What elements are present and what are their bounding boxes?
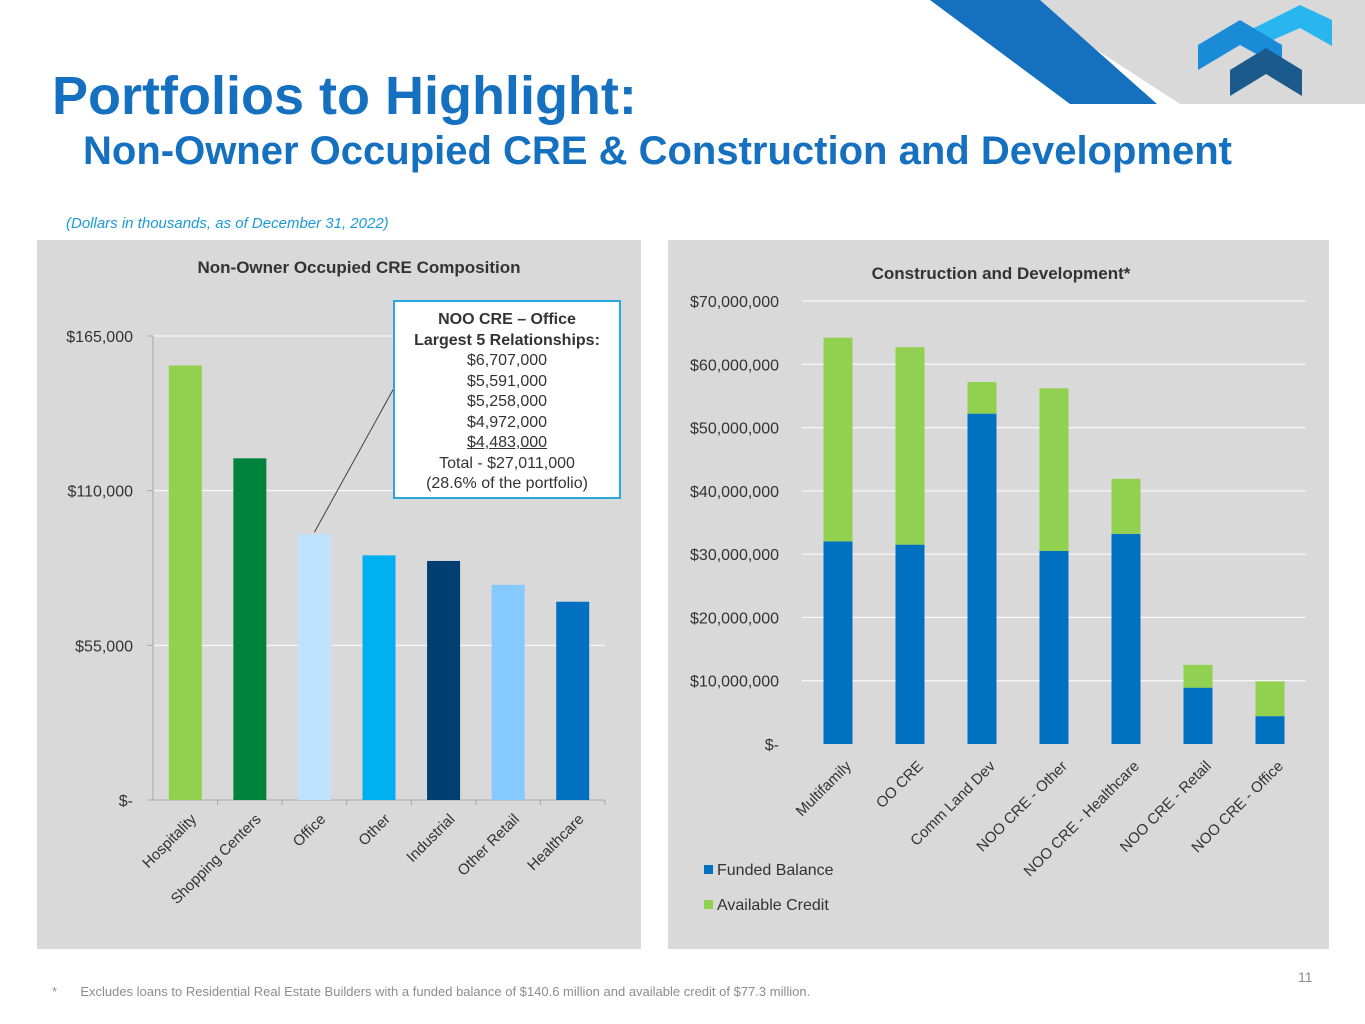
callout-amount-1: $6,707,000 [466, 352, 548, 369]
x-tick-label: Hospitality [139, 810, 200, 871]
x-tick-label: NOO CRE - Healthcare [1021, 758, 1143, 880]
footnote: * Excludes loans to Residential Real Est… [52, 984, 810, 999]
chart-title: Non-Owner Occupied CRE Composition [197, 258, 520, 277]
company-logo [1198, 5, 1332, 96]
y-tick-label: $30,000,000 [690, 547, 779, 564]
legend-label: Funded Balance [717, 862, 834, 879]
y-tick-label: $55,000 [75, 638, 133, 655]
y-tick-label: $165,000 [66, 329, 133, 346]
x-tick-label: Industrial [403, 811, 458, 866]
bar-oo-cre-available-credit [895, 347, 925, 545]
noo-cre-composition-chart: Non-Owner Occupied CRE Composition $- $55,… [66, 258, 606, 908]
x-tick-label: Other Retail [454, 811, 523, 880]
bar-multifamily-funded-balance [823, 541, 853, 744]
bar-hospitality [168, 365, 202, 800]
y-tick-label: $10,000,000 [690, 674, 779, 691]
bar-shopping-centers [233, 458, 267, 800]
page-title: Portfolios to Highlight: [52, 66, 637, 126]
logo-dark-chevron [1230, 48, 1302, 96]
y-tick-label: $60,000,000 [690, 357, 779, 374]
x-tick-label: OO CRE [873, 758, 927, 812]
bar-industrial [427, 560, 461, 800]
bar-noo-cre-retail-available-credit [1183, 664, 1213, 688]
y-tick-label: $20,000,000 [690, 610, 779, 627]
callout-subheading: Largest 5 Relationships: [414, 331, 600, 349]
x-tick-label: Multifamily [793, 757, 855, 819]
bar-noo-cre-other-funded-balance [1039, 550, 1069, 744]
units-note: (Dollars in thousands, as of December 31… [66, 215, 389, 232]
callout-amount-3: $5,258,000 [466, 393, 548, 410]
header-banner [930, 0, 1365, 104]
bar-oo-cre-funded-balance [895, 544, 925, 744]
bar-other [362, 555, 396, 800]
construction-development-chart: Construction and Development* $- $10,000,0… [690, 264, 1306, 914]
bar-noo-cre-healthcare-available-credit [1111, 478, 1141, 534]
noo-cre-chart-panel: Non-Owner Occupied CRE Composition $- $55,… [37, 240, 641, 949]
bar-comm-land-dev-available-credit [967, 382, 997, 414]
bar-other-retail [491, 584, 525, 800]
bar-noo-cre-office-funded-balance [1255, 716, 1285, 744]
callout-share: (28.6% of the portfolio) [426, 475, 588, 492]
y-tick-label: $110,000 [67, 484, 133, 501]
bar-noo-cre-other-available-credit [1039, 388, 1069, 551]
page-number: 11 [1298, 969, 1313, 985]
y-tick-label: $- [119, 793, 133, 810]
legend-swatch-funded-balance [704, 865, 713, 874]
logo-mid-chevron [1198, 20, 1282, 70]
bar-multifamily-available-credit [823, 337, 853, 542]
callout-heading: NOO CRE – Office [438, 311, 576, 328]
y-tick-label: $70,000,000 [690, 294, 779, 311]
legend-swatch-available-credit [704, 900, 713, 909]
callout-amount-5: $4,483,000 [466, 434, 548, 451]
footnote-text: Excludes loans to Residential Real Estat… [80, 984, 811, 999]
bar-noo-cre-healthcare-funded-balance [1111, 533, 1141, 744]
office-callout: NOO CRE – Office Largest 5 Relationships… [393, 300, 621, 499]
callout-amount-2: $5,591,000 [466, 372, 548, 390]
legend-label: Available Credit [717, 897, 829, 914]
callout-amount-4: $4,972,000 [466, 413, 548, 431]
bar-office [297, 534, 331, 800]
bar-comm-land-dev-funded-balance [967, 413, 997, 744]
construction-chart-panel: Construction and Development* $- $10,000,0… [668, 240, 1329, 949]
bar-noo-cre-office-available-credit [1255, 681, 1285, 717]
y-tick-label: $50,000,000 [690, 421, 779, 438]
x-tick-label: Office [290, 811, 330, 851]
bar-healthcare [556, 601, 590, 800]
banner-blue-stripe [930, 0, 1157, 104]
chart-title: Construction and Development* [872, 264, 1131, 283]
y-tick-label: $40,000,000 [690, 484, 779, 501]
x-tick-label: Other [355, 811, 394, 850]
footnote-marker: * [52, 984, 58, 999]
callout-connector [313, 387, 395, 533]
page-subtitle: Non-Owner Occupied CRE & Construction an… [83, 129, 1232, 173]
y-tick-label: $- [765, 737, 779, 754]
bar-noo-cre-retail-funded-balance [1183, 687, 1213, 744]
x-tick-label: Healthcare [524, 811, 587, 874]
callout-total: Total - $27,011,000 [439, 454, 575, 472]
